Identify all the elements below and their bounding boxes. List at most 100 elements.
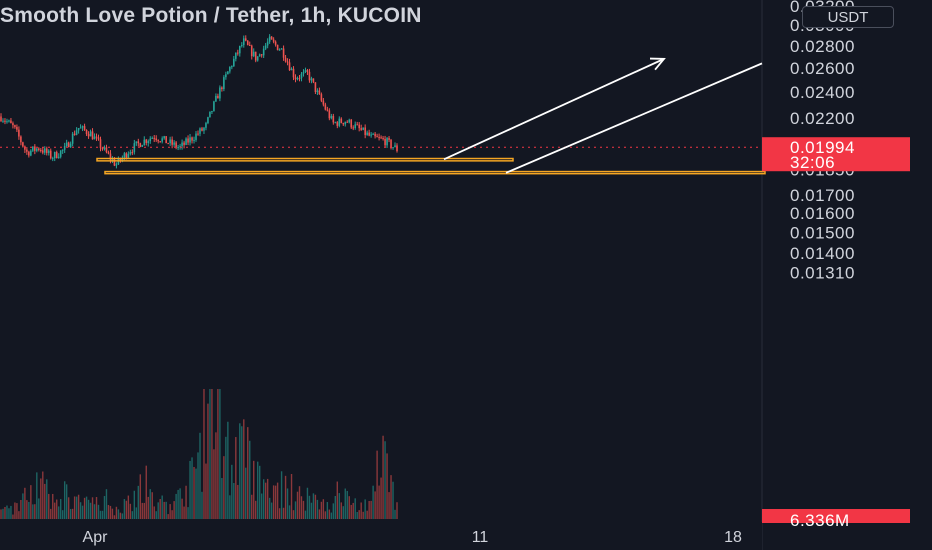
candle-body <box>191 137 193 141</box>
volume-bar <box>103 496 106 519</box>
candle-body <box>242 38 245 46</box>
candle-body <box>199 128 201 134</box>
volume-bar <box>282 507 285 519</box>
candle-body <box>38 148 40 150</box>
candle-body <box>231 66 233 68</box>
candle-body <box>113 159 116 166</box>
volume-bar <box>135 507 138 519</box>
time-tick-label: Apr <box>83 529 109 546</box>
candle-body <box>0 116 2 122</box>
volume-bar <box>26 500 28 519</box>
volume-bar <box>286 488 289 519</box>
candle-body <box>85 129 88 134</box>
candle-body <box>63 146 66 150</box>
volume-bar <box>191 457 193 519</box>
volume-bar <box>205 463 207 519</box>
candle-body <box>296 78 299 80</box>
candle-body <box>79 127 82 129</box>
support-zone-1[interactable] <box>96 157 514 162</box>
candle-body <box>217 95 219 99</box>
candle-body <box>246 40 249 45</box>
volume-bar <box>268 497 271 519</box>
volume-bar <box>207 403 209 519</box>
candle-body <box>155 138 158 141</box>
volume-bar <box>87 499 90 519</box>
candle-body <box>183 142 185 145</box>
candle-body <box>340 118 343 123</box>
candle-body <box>250 45 253 57</box>
volume-bar <box>127 495 130 519</box>
volume-bar <box>251 494 253 519</box>
volume-bar <box>366 510 368 519</box>
candle-body <box>248 44 251 46</box>
volume-bar <box>58 506 60 519</box>
candle-body <box>344 121 347 125</box>
candle-body <box>292 68 295 78</box>
volume-bar <box>237 484 239 519</box>
volume-bar <box>292 510 295 519</box>
volume-bars <box>0 389 398 519</box>
volume-bar <box>209 389 211 519</box>
candle-body <box>49 150 52 159</box>
currency-button[interactable]: USDT <box>802 6 894 28</box>
candle-body <box>306 70 309 72</box>
volume-bar <box>77 494 80 519</box>
candle-body <box>294 77 297 80</box>
projection-arrow-1[interactable] <box>443 58 665 161</box>
volume-bar <box>221 478 223 519</box>
candle-body <box>282 48 285 58</box>
candle-body <box>59 150 62 157</box>
time-axis[interactable]: Apr 11 18 <box>0 522 762 550</box>
volume-bar <box>195 468 197 519</box>
candle-body <box>87 133 90 137</box>
volume-bar <box>22 493 24 519</box>
support-zone-2[interactable] <box>104 170 766 175</box>
volume-bar <box>354 498 356 519</box>
candle-body <box>97 137 100 140</box>
volume-bar <box>225 436 227 519</box>
volume-bar <box>348 496 350 519</box>
volume-bar <box>169 504 171 519</box>
volume-bar <box>201 491 203 519</box>
candle-body <box>374 133 376 137</box>
volume-bar <box>42 471 44 519</box>
candle-body <box>390 139 392 148</box>
projection-arrow-2[interactable] <box>505 62 763 174</box>
volume-bar <box>147 496 149 519</box>
candle-body <box>330 115 333 119</box>
candle-body <box>320 94 323 101</box>
volume-bar <box>67 497 70 519</box>
candle-body <box>312 78 315 83</box>
volume-bar <box>318 509 321 519</box>
volume-bar <box>382 435 384 519</box>
volume-bar <box>278 508 281 519</box>
candle-body <box>310 78 313 81</box>
candle-body <box>350 119 353 128</box>
volume-bar <box>262 479 265 519</box>
volume-bar <box>350 504 352 519</box>
volume-bar <box>223 456 225 519</box>
price-tick-label: 0.01700 <box>790 186 855 205</box>
volume-bar <box>304 510 307 519</box>
volume-bar <box>227 421 229 519</box>
volume-bar <box>294 501 297 519</box>
candle-body <box>129 152 132 154</box>
volume-bar <box>272 485 275 519</box>
volume-bar <box>83 497 86 519</box>
volume-bar <box>217 389 219 519</box>
volume-bar <box>185 485 187 519</box>
candle-body <box>203 127 205 131</box>
candle-body <box>189 137 191 143</box>
candle-body <box>223 77 225 90</box>
volume-bar <box>179 488 181 519</box>
volume-bar <box>101 510 104 519</box>
volume-bar <box>229 495 231 519</box>
volume-bar <box>97 504 100 519</box>
candle-body <box>252 51 255 57</box>
volume-bar <box>79 502 82 519</box>
candle-body <box>322 100 325 105</box>
candle-body <box>22 142 24 147</box>
volume-bar <box>378 485 380 519</box>
candle-body <box>360 128 362 130</box>
